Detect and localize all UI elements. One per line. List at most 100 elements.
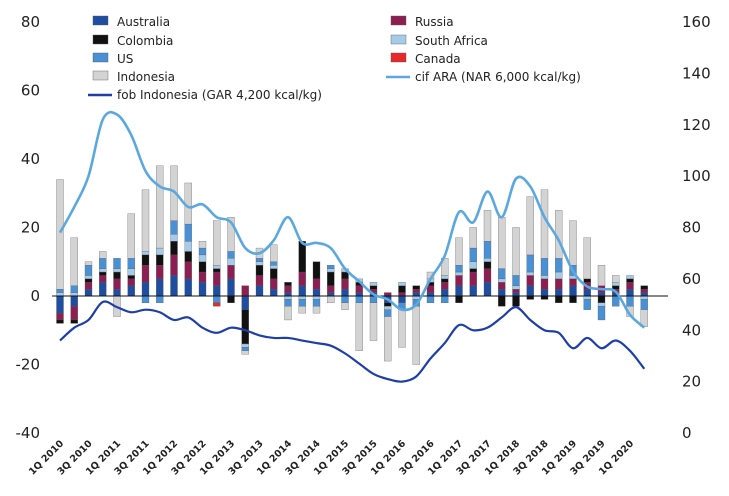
bar-us-4q-2017 <box>498 268 506 280</box>
bar-south-africa-3q-2018 <box>540 275 549 280</box>
bar-south-africa-1q-2017 <box>455 271 463 276</box>
bar-australia-1q-2016 <box>398 295 406 303</box>
bar-russia-3q-2018 <box>540 278 549 290</box>
bar-colombia-2q-2010 <box>70 319 78 324</box>
bar-colombia-4q-2014 <box>327 271 335 286</box>
legend-swatch <box>92 34 109 45</box>
bar-colombia-4q-2015 <box>384 302 392 307</box>
left-tick-label: 80 <box>21 13 40 31</box>
right-tick-label: 140 <box>682 64 711 82</box>
bar-australia-1q-2018 <box>512 292 520 297</box>
bar-south-africa-2q-2011 <box>127 268 135 276</box>
bar-colombia-2q-2011 <box>127 275 135 280</box>
bar-us-4q-2014 <box>327 265 335 269</box>
bar-australia-4q-2012 <box>213 285 221 297</box>
bar-indonesia-3q-2019 <box>597 265 606 286</box>
bar-australia-3q-2017 <box>483 282 492 297</box>
bar-us-4q-2018 <box>555 258 563 273</box>
bar-colombia-4q-2011 <box>156 254 164 266</box>
bar-colombia-1q-2019 <box>569 295 577 303</box>
bar-russia-2q-2018 <box>526 275 534 286</box>
bar-south-africa-3q-2011 <box>141 251 150 256</box>
right-tick-label: 160 <box>682 13 711 31</box>
bar-russia-4q-2016 <box>441 282 449 290</box>
legend-swatch <box>92 15 109 26</box>
legend-label: US <box>117 52 133 66</box>
bar-colombia-3q-2018 <box>540 295 549 300</box>
bar-russia-4q-2012 <box>213 271 221 286</box>
bar-russia-4q-2018 <box>555 278 563 290</box>
bar-australia-1q-2014 <box>284 292 292 297</box>
bar-russia-4q-2015 <box>384 292 392 297</box>
bar-us-3q-2016 <box>426 295 435 303</box>
bar-indonesia-1q-2010 <box>56 179 64 290</box>
legend-label: Indonesia <box>117 70 175 84</box>
bar-colombia-3q-2017 <box>483 261 492 269</box>
bar-australia-1q-2015 <box>341 288 349 297</box>
bar-colombia-1q-2011 <box>113 271 121 280</box>
legend-label: Colombia <box>117 34 173 48</box>
bar-south-africa-2q-2012 <box>184 241 192 252</box>
bar-south-africa-4q-2012 <box>213 265 221 269</box>
bar-colombia-3q-2015 <box>369 285 378 290</box>
bar-us-1q-2012 <box>170 220 178 235</box>
bar-indonesia-3q-2018 <box>540 189 549 259</box>
bar-colombia-1q-2016 <box>398 285 406 293</box>
bar-us-4q-2013 <box>270 261 278 266</box>
bar-south-africa-4q-2017 <box>498 278 506 283</box>
bar-us-3q-2015 <box>369 295 378 303</box>
bar-australia-3q-2010 <box>84 288 93 297</box>
bar-south-africa-3q-2010 <box>84 275 93 280</box>
bar-russia-1q-2019 <box>569 278 577 286</box>
right-tick-label: 80 <box>682 219 701 237</box>
bar-australia-1q-2011 <box>113 288 121 297</box>
bar-us-2q-2015 <box>355 295 363 303</box>
bar-russia-1q-2020 <box>626 282 634 290</box>
bar-us-3q-2011 <box>141 295 150 303</box>
bar-us-3q-2014 <box>312 299 321 307</box>
bar-russia-3q-2017 <box>483 268 492 283</box>
bar-colombia-2q-2017 <box>469 268 477 273</box>
bar-russia-1q-2010 <box>56 312 64 321</box>
bar-russia-2q-2012 <box>184 261 192 280</box>
bar-australia-2q-2013 <box>241 295 249 310</box>
bar-south-africa-4q-2015 <box>384 306 392 310</box>
bar-russia-3q-2012 <box>198 271 207 283</box>
bar-us-3q-2019 <box>597 306 606 321</box>
bar-australia-2q-2017 <box>469 285 477 297</box>
bar-us-2q-2012 <box>184 223 192 242</box>
bar-russia-2q-2017 <box>469 271 477 286</box>
bar-south-africa-4q-2011 <box>156 247 164 256</box>
bar-colombia-3q-2013 <box>255 265 264 276</box>
bar-us-2q-2010 <box>70 285 78 293</box>
bar-south-africa-3q-2015 <box>369 282 378 286</box>
bar-australia-3q-2019 <box>597 292 606 297</box>
bar-australia-1q-2019 <box>569 285 577 297</box>
bar-australia-3q-2016 <box>426 292 435 297</box>
bar-colombia-4q-2018 <box>555 295 563 303</box>
bar-colombia-2q-2012 <box>184 251 192 262</box>
bar-south-africa-4q-2013 <box>270 265 278 269</box>
bar-russia-1q-2013 <box>227 265 235 280</box>
bar-south-africa-2q-2020 <box>640 295 648 300</box>
bar-colombia-3q-2011 <box>141 254 150 266</box>
bar-russia-2q-2010 <box>70 306 78 321</box>
bar-colombia-3q-2019 <box>597 295 606 303</box>
bar-russia-1q-2012 <box>170 254 178 276</box>
bar-us-2q-2017 <box>469 247 477 262</box>
bar-russia-1q-2018 <box>512 288 520 293</box>
right-tick-label: 40 <box>682 321 701 339</box>
bar-colombia-3q-2014 <box>312 261 321 280</box>
bar-us-4q-2015 <box>384 309 392 317</box>
legend-swatch <box>390 15 407 26</box>
bar-russia-4q-2013 <box>270 278 278 290</box>
bar-indonesia-1q-2016 <box>398 309 406 348</box>
bar-colombia-4q-2019 <box>612 285 620 290</box>
bar-australia-3q-2012 <box>198 282 207 297</box>
left-tick-label: 20 <box>21 219 40 237</box>
bar-indonesia-1q-2015 <box>341 302 349 310</box>
left-axis-ticks: -40 -20 0 20 40 60 80 <box>16 13 41 442</box>
bar-australia-2q-2011 <box>127 285 135 297</box>
bar-colombia-1q-2017 <box>455 295 463 303</box>
